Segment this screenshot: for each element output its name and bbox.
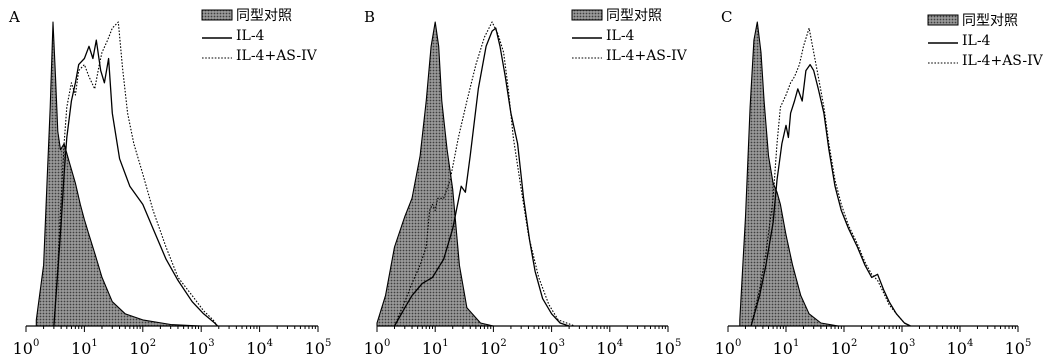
tick-label-exponent: 3 — [909, 338, 915, 349]
x-tick-label: 101 — [422, 338, 449, 357]
tick-label-base: 10 — [422, 339, 442, 357]
x-tick-label: 103 — [889, 338, 916, 357]
tick-label-base: 10 — [480, 339, 500, 357]
tick-label-base: 10 — [1005, 339, 1025, 357]
tick-label-base: 10 — [831, 339, 851, 357]
tick-label-exponent: 2 — [851, 338, 857, 349]
x-tick-label: 105 — [305, 338, 332, 357]
tick-label-exponent: 4 — [267, 338, 273, 349]
tick-label-exponent: 1 — [91, 338, 97, 349]
x-tick-label: 101 — [71, 338, 98, 357]
tick-label-base: 10 — [715, 339, 735, 357]
tick-label-base: 10 — [71, 339, 91, 357]
tick-label-base: 10 — [947, 339, 967, 357]
tick-label-base: 10 — [538, 339, 558, 357]
legend-label: IL-4+AS-IV — [962, 53, 1044, 69]
x-tick-label: 100 — [13, 338, 40, 357]
x-tick-label: 102 — [831, 338, 858, 357]
x-tick-label: 103 — [538, 338, 565, 357]
tick-label-base: 10 — [188, 339, 208, 357]
panel-letter: B — [364, 8, 375, 26]
legend-swatch-isotype-control — [201, 9, 233, 21]
legend-swatch-isotype-control — [927, 14, 959, 26]
tick-label-exponent: 3 — [559, 338, 565, 349]
legend: 同型对照 IL-4 IL-4+AS-IV — [571, 8, 688, 64]
x-tick-label: 104 — [947, 338, 974, 357]
tick-label-exponent: 5 — [1025, 338, 1031, 349]
x-tick-label: 100 — [364, 338, 391, 357]
legend-label: IL-4 — [606, 28, 635, 44]
tick-label-exponent: 0 — [735, 338, 741, 349]
x-tick-label: 102 — [129, 338, 156, 357]
tick-label-exponent: 5 — [675, 338, 681, 349]
series-il4-as-iv-histogram — [393, 21, 575, 327]
tick-label-exponent: 0 — [384, 338, 390, 349]
tick-label-exponent: 2 — [500, 338, 506, 349]
tick-label-base: 10 — [13, 339, 33, 357]
tick-label-base: 10 — [305, 339, 325, 357]
legend-label: IL-4 — [236, 28, 265, 44]
series-isotype-control-histogram — [376, 21, 512, 327]
x-tick-label: 101 — [773, 338, 800, 357]
tick-label-exponent: 1 — [793, 338, 799, 349]
x-tick-label: 100 — [715, 338, 742, 357]
tick-label-exponent: 1 — [442, 338, 448, 349]
tick-label-exponent: 2 — [150, 338, 156, 349]
x-tick-label: 104 — [596, 338, 623, 357]
tick-label-base: 10 — [655, 339, 675, 357]
tick-label-base: 10 — [773, 339, 793, 357]
tick-label-base: 10 — [246, 339, 266, 357]
tick-label-exponent: 4 — [967, 338, 973, 349]
series-il4-histogram — [393, 27, 570, 327]
panel-letter: A — [8, 8, 20, 26]
x-tick-label: 105 — [1005, 338, 1032, 357]
series-il4-histogram — [750, 63, 911, 327]
series-il4-histogram — [53, 39, 218, 327]
legend-label: IL-4 — [962, 33, 991, 49]
legend-label: 同型对照 — [962, 13, 1018, 29]
series-il4-as-iv-histogram — [750, 27, 911, 327]
legend-label: 同型对照 — [236, 8, 292, 24]
x-tick-label: 102 — [480, 338, 507, 357]
legend-label: 同型对照 — [606, 8, 662, 24]
legend: 同型对照 IL-4 IL-4+AS-IV — [201, 8, 318, 64]
legend: 同型对照 IL-4 IL-4+AS-IV — [927, 13, 1044, 69]
x-tick-label: 103 — [188, 338, 215, 357]
series-isotype-control-histogram — [739, 21, 839, 327]
tick-label-exponent: 3 — [208, 338, 214, 349]
tick-label-base: 10 — [129, 339, 149, 357]
series-isotype-control-histogram — [35, 21, 202, 327]
legend-label: IL-4+AS-IV — [606, 48, 688, 64]
x-tick-label: 104 — [246, 338, 273, 357]
series-il4-as-iv-histogram — [53, 21, 218, 327]
legend-swatch-isotype-control — [571, 9, 603, 21]
tick-label-exponent: 0 — [33, 338, 39, 349]
tick-label-exponent: 5 — [325, 338, 331, 349]
tick-label-base: 10 — [889, 339, 909, 357]
tick-label-base: 10 — [364, 339, 384, 357]
legend-label: IL-4+AS-IV — [236, 48, 318, 64]
tick-label-base: 10 — [596, 339, 616, 357]
panel-letter: C — [721, 8, 732, 26]
x-tick-label: 105 — [655, 338, 682, 357]
tick-label-exponent: 4 — [617, 338, 623, 349]
